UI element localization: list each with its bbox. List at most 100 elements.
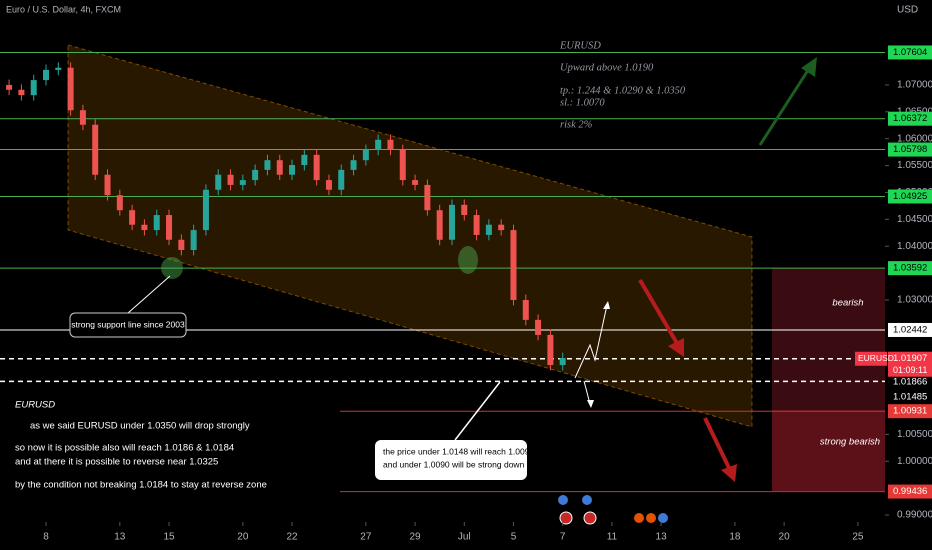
analysis-note: by the condition not breaking 1.0184 to …	[15, 480, 267, 491]
analysis-note: and at there it is possible to reverse n…	[15, 457, 218, 468]
price-tag	[888, 142, 932, 157]
x-tick-label: 13	[656, 532, 668, 543]
arrow-head	[587, 400, 594, 408]
candle-body	[448, 204, 455, 240]
price-tag	[888, 322, 932, 337]
price-tag-label: 1.05798	[893, 144, 927, 155]
price-tag	[888, 261, 932, 276]
symbol-title: Euro / U.S. Dollar, 4h, FXCM	[6, 4, 121, 14]
candle-body	[325, 180, 332, 190]
event-icon	[558, 495, 568, 505]
x-tick-label: 5	[511, 532, 517, 543]
x-tick-label: Jul	[458, 532, 471, 543]
plan-note: Upward above 1.0190	[560, 62, 654, 73]
candle-body	[30, 80, 37, 96]
up-arrow	[758, 63, 814, 146]
candle-body	[67, 67, 74, 111]
candle-body	[485, 224, 492, 235]
candle-body	[301, 154, 308, 166]
price-tag	[888, 351, 932, 366]
plan-note: risk 2%	[560, 119, 593, 130]
event-icon	[646, 513, 656, 523]
x-tick-label: 7	[560, 532, 566, 543]
candle-body	[338, 169, 345, 190]
plan-note: tp.: 1.244 & 1.0290 & 1.0350	[560, 85, 686, 96]
candle-body	[153, 215, 160, 231]
y-tick-label: 1.07000	[897, 80, 932, 91]
arrow-head	[721, 464, 737, 482]
x-tick-label: 25	[852, 532, 864, 543]
candle-body	[129, 210, 136, 225]
y-tick-label: 1.03000	[897, 295, 932, 306]
x-tick-label: 27	[360, 532, 372, 543]
price-tag	[888, 404, 932, 419]
channel	[67, 44, 753, 428]
candle-body	[424, 184, 431, 211]
candle-body	[559, 358, 566, 366]
zone-label: bearish	[832, 298, 863, 309]
y-tick-label: 0.99000	[897, 510, 932, 521]
candle-body	[412, 180, 419, 185]
event-icon	[582, 495, 592, 505]
price-tag	[888, 111, 932, 126]
price-tag-label: 1.03592	[893, 263, 927, 274]
price-tag-label: 1.02442	[893, 324, 927, 335]
callout-box	[375, 440, 527, 480]
price-tag	[888, 189, 932, 204]
candle-body	[215, 174, 222, 190]
price-tag-label: 1.01907	[893, 353, 927, 364]
plan-note: EURUSD	[559, 40, 601, 51]
y-tick-label: 1.06000	[897, 133, 932, 144]
y-tick-label: 1.00500	[897, 429, 932, 440]
x-tick-label: 8	[43, 532, 49, 543]
candle-body	[473, 215, 480, 235]
candle-body	[43, 69, 50, 81]
candle-body	[289, 165, 296, 175]
callout-text: strong support line since 2003	[71, 319, 185, 329]
candle-body	[55, 67, 62, 70]
candle-body	[166, 215, 173, 240]
countdown: 01:09:11	[893, 365, 927, 375]
candle-body	[522, 299, 529, 320]
candle-body	[510, 230, 517, 300]
zone-label: strong bearish	[820, 437, 880, 448]
support-marker	[458, 246, 478, 274]
price-label: 1.01866	[893, 377, 927, 388]
currency: USD	[897, 5, 918, 16]
y-tick-label: 1.05500	[897, 160, 932, 171]
price-tag-label: 1.01485	[893, 392, 927, 403]
price-tag-label: 1.04925	[893, 191, 927, 202]
price-tag	[888, 390, 932, 404]
candle-body	[178, 239, 185, 250]
candle-body	[264, 160, 271, 170]
analysis-note: as we said EURUSD under 1.0350 will drop…	[30, 421, 250, 432]
down-arrow	[638, 278, 680, 347]
y-tick-label: 1.04000	[897, 241, 932, 252]
price-tag	[888, 45, 932, 60]
event-icon	[634, 513, 644, 523]
candle-body	[547, 334, 554, 366]
down-arrow	[703, 417, 732, 471]
x-tick-label: 20	[779, 532, 791, 543]
arrow-head	[668, 338, 684, 357]
x-tick-label: 13	[114, 532, 126, 543]
arrow-head	[801, 57, 817, 77]
candle-body	[239, 180, 246, 185]
event-icon	[658, 513, 668, 523]
candle-body	[313, 154, 320, 181]
callout-box	[69, 312, 187, 338]
callout-pointer	[127, 275, 171, 314]
arrow-head	[603, 301, 610, 309]
symbol-tag	[855, 351, 887, 366]
candle-body	[190, 230, 197, 250]
callout-text: the price under 1.0148 will reach 1.0094	[383, 446, 534, 456]
candle-body	[252, 169, 259, 181]
price-tag-label: 1.06372	[893, 113, 927, 124]
candle-body	[227, 174, 234, 185]
price-tag-label: 0.99436	[893, 486, 927, 497]
x-tick-label: 20	[237, 532, 249, 543]
candle-body	[116, 195, 123, 211]
candle-body	[399, 149, 406, 181]
symbol-tag-label: EURUSD	[858, 353, 894, 363]
